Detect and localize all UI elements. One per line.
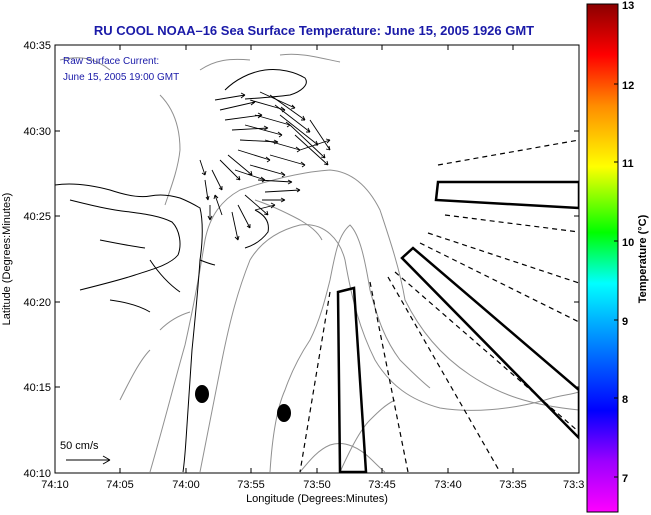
y-tick-label: 40:20	[23, 297, 51, 309]
coastline	[55, 69, 307, 473]
y-tick-label: 40:25	[23, 211, 51, 223]
radar-coverage-lines	[299, 139, 579, 473]
colorbar-tick-label: 10	[622, 237, 634, 249]
y-tick-label: 40:10	[23, 468, 51, 480]
colorbar	[586, 3, 619, 513]
y-tick-label: 40:30	[23, 126, 51, 138]
colorbar-ticks	[614, 3, 618, 478]
buoy-marker-1	[195, 385, 209, 403]
buoy-marker-2	[277, 404, 291, 422]
colorbar-label: Temperature (°C)	[637, 214, 649, 303]
x-axis-ticks	[54, 45, 580, 473]
y-tick-label: 40:35	[23, 40, 51, 52]
x-tick-label: 73:35	[499, 479, 527, 491]
shipping-lanes	[336, 180, 579, 473]
x-tick-label: 73:3	[563, 479, 584, 491]
figure-title: RU COOL NOAA–16 Sea Surface Temperature:…	[94, 23, 534, 38]
colorbar-tick-label: 12	[622, 80, 634, 92]
x-tick-label: 73:50	[303, 479, 331, 491]
colorbar-tick-label: 8	[622, 394, 628, 406]
x-tick-label: 73:40	[434, 479, 462, 491]
colorbar-tick-label: 7	[622, 473, 628, 485]
y-tick-label: 40:15	[23, 382, 51, 394]
y-axis-label: Latitude (Degrees:Minutes)	[1, 193, 13, 326]
scale-label: 50 cm/s	[60, 440, 99, 452]
x-tick-label: 73:55	[237, 479, 265, 491]
x-tick-label: 74:10	[41, 479, 69, 491]
colorbar-tick-label: 9	[622, 316, 628, 328]
colorbar-tick-label: 13	[622, 0, 634, 12]
y-axis-ticks	[55, 44, 579, 474]
x-tick-label: 74:00	[172, 479, 200, 491]
annotation-line-2: June 15, 2005 19:00 GMT	[63, 72, 179, 83]
plot-frame	[54, 44, 580, 474]
current-vectors	[199, 91, 331, 241]
x-tick-label: 73:45	[368, 479, 396, 491]
map-content	[55, 53, 579, 473]
x-tick-label: 74:05	[106, 479, 134, 491]
scale-arrow	[66, 455, 111, 465]
annotation-line-1: Raw Surface Current:	[63, 56, 159, 67]
bathymetry-contours	[59, 53, 579, 473]
colorbar-tick-label: 11	[622, 158, 634, 170]
x-axis-label: Longitude (Degrees:Minutes)	[246, 493, 388, 505]
